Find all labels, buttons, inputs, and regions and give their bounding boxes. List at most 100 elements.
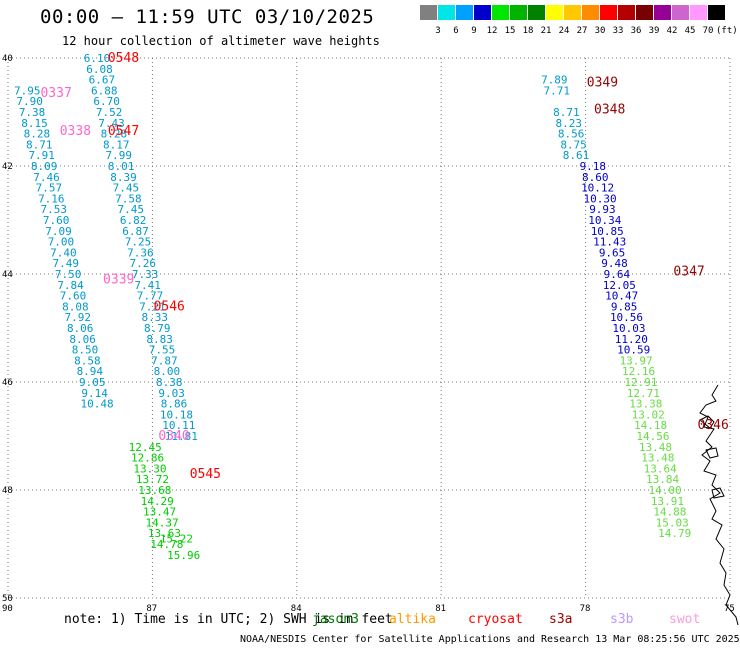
- wave-height-value: 6.82: [120, 214, 147, 227]
- wave-height-value: 8.71: [553, 106, 580, 119]
- wave-height-value: 13.97: [620, 354, 653, 367]
- wave-height-value: 8.33: [142, 311, 169, 324]
- wave-height-value: 7.09: [45, 225, 72, 238]
- pass-time-label: 0349: [587, 75, 618, 90]
- wave-height-value: 12.05: [603, 279, 636, 292]
- wave-height-value: 8.38: [156, 376, 183, 389]
- wave-height-value: 8.60: [582, 171, 609, 184]
- color-swatch: [438, 5, 455, 20]
- wave-height-value: 6.10: [84, 52, 111, 65]
- lat-tick-label: 48: [2, 486, 13, 496]
- pass-time-label: 0340: [158, 429, 189, 444]
- lon-tick-label: 78: [580, 604, 591, 614]
- wave-height-value: 8.71: [26, 138, 53, 151]
- wave-height-value: 7.58: [115, 192, 142, 205]
- wave-height-value: 9.64: [604, 268, 631, 281]
- coastline: [699, 384, 739, 626]
- pass-time-label: 0338: [60, 124, 91, 139]
- wave-height-value: 7.55: [149, 344, 176, 357]
- coastline-island: [699, 415, 725, 499]
- wave-height-value: 10.18: [160, 408, 193, 421]
- note-text: note: 1) Time is in UTC; 2) SWH is in fe…: [64, 612, 393, 627]
- wave-height-value: 14.56: [636, 430, 669, 443]
- wave-height-value: 7.41: [134, 279, 161, 292]
- color-swatch: [420, 5, 437, 20]
- wave-height-value: 15.96: [167, 549, 200, 562]
- wave-height-value: 8.56: [558, 128, 585, 141]
- wave-height-value: 13.30: [133, 462, 166, 475]
- lon-tick-label: 81: [435, 604, 446, 614]
- footer-credit: NOAA/NESDIS Center for Satellite Applica…: [240, 634, 740, 645]
- wave-height-value: 7.49: [53, 257, 80, 270]
- color-scale-label: 39: [648, 26, 660, 36]
- color-swatch: [492, 5, 509, 20]
- lat-tick-label: 40: [2, 54, 13, 64]
- color-swatch: [510, 5, 527, 20]
- color-scale-label: 24: [558, 26, 570, 36]
- wave-height-value: 13.47: [143, 506, 176, 519]
- lat-tick-label: 42: [2, 162, 13, 172]
- color-swatch: [618, 5, 635, 20]
- wave-height-value: 9.14: [81, 387, 108, 400]
- wave-height-value: 7.46: [33, 171, 60, 184]
- wave-height-value: 8.39: [110, 171, 137, 184]
- wave-height-value: 7.45: [117, 203, 144, 216]
- pass-time-label: 0339: [103, 272, 134, 287]
- wave-height-value: 8.86: [161, 398, 188, 411]
- wave-height-value: 7.25: [125, 236, 152, 249]
- pass-time-label: 0337: [40, 86, 71, 101]
- color-scale-label: 6: [453, 26, 459, 36]
- wave-height-value: 7.26: [130, 257, 157, 270]
- satellite-legend-item: altika: [389, 612, 436, 627]
- wave-height-value: 7.60: [60, 290, 87, 303]
- lon-tick-label: 90: [2, 604, 13, 614]
- color-scale-label: 18: [522, 26, 534, 36]
- wave-height-value: 7.36: [127, 246, 154, 259]
- pass-time-label: 0348: [594, 102, 625, 117]
- wave-height-value: 15.22: [160, 533, 193, 546]
- wave-height-value: 13.68: [138, 484, 171, 497]
- wave-height-value: 12.71: [627, 387, 660, 400]
- wave-height-value: 11.20: [615, 333, 648, 346]
- wave-height-value: 7.38: [19, 106, 46, 119]
- wave-height-value: 11.81: [165, 430, 198, 443]
- lat-tick-label: 44: [2, 270, 13, 280]
- wave-height-value: 7.00: [48, 236, 75, 249]
- wave-height-value: 9.05: [79, 376, 106, 389]
- wave-height-value: 7.71: [543, 84, 570, 97]
- color-scale-label: 70: [702, 26, 714, 36]
- wave-height-value: 10.11: [162, 419, 195, 432]
- wave-height-value: 7.57: [36, 182, 63, 195]
- wave-height-value: 8.75: [560, 138, 587, 151]
- wave-height-value: 9.03: [158, 387, 185, 400]
- wave-height-value: 6.67: [89, 74, 116, 87]
- wave-height-value: 13.38: [629, 398, 662, 411]
- wave-height-value: 7.89: [541, 74, 568, 87]
- wave-height-value: 8.06: [67, 322, 94, 335]
- lon-tick-label: 84: [291, 604, 302, 614]
- wave-height-value: 7.52: [96, 106, 123, 119]
- wave-height-value: 14.79: [658, 527, 691, 540]
- color-swatch: [636, 5, 653, 20]
- wave-height-value: 14.88: [653, 506, 686, 519]
- wave-height-value: 13.02: [632, 408, 665, 421]
- wave-height-value: 7.87: [151, 354, 178, 367]
- wave-height-value: 10.85: [591, 225, 624, 238]
- wave-height-value: 13.48: [639, 441, 672, 454]
- wave-height-value: 12.16: [622, 365, 655, 378]
- wave-height-value: 8.01: [108, 160, 135, 173]
- wave-height-value: 8.23: [556, 117, 583, 130]
- wave-height-value: 10.48: [80, 398, 113, 411]
- wave-height-value: 12.86: [131, 452, 164, 465]
- wave-height-value: 8.61: [563, 149, 590, 162]
- color-scale-label: 12: [486, 26, 498, 36]
- wave-height-value: 8.06: [69, 333, 96, 346]
- wave-height-value: 7.84: [57, 279, 84, 292]
- wave-height-value: 8.15: [21, 117, 48, 130]
- wave-height-value: 11.43: [593, 236, 626, 249]
- wave-height-value: 12.91: [624, 376, 657, 389]
- wave-height-value: 10.47: [605, 290, 638, 303]
- wave-height-value: 7.40: [50, 246, 77, 259]
- color-swatch: [546, 5, 563, 20]
